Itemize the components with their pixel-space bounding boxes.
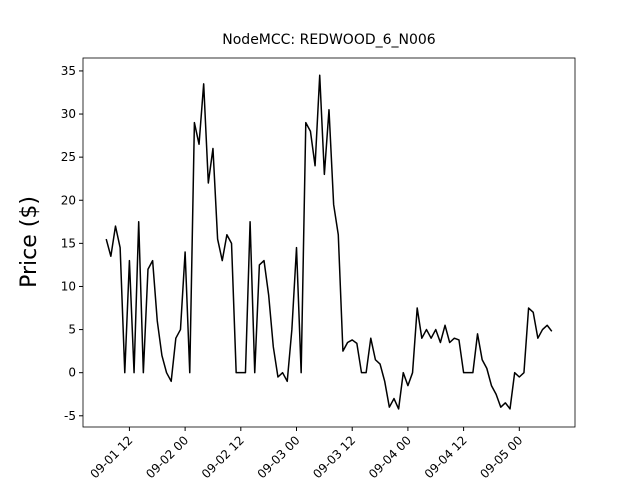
x-tick-label: 09-04 12 bbox=[422, 433, 470, 480]
x-tick-label: 09-04 00 bbox=[366, 433, 414, 480]
plot-frame bbox=[82, 57, 576, 428]
x-tick-label: 09-01 12 bbox=[87, 433, 135, 480]
x-tick-label: 09-02 00 bbox=[143, 433, 191, 480]
y-tick-label: 10 bbox=[61, 279, 76, 293]
y-tick-label: 35 bbox=[61, 64, 76, 78]
x-tick-label: 09-02 12 bbox=[199, 433, 247, 480]
y-axis-label: Price ($) bbox=[17, 196, 42, 288]
y-tick-label: 20 bbox=[61, 193, 76, 207]
y-tick-label: 30 bbox=[61, 107, 76, 121]
x-tick-label: 09-03 00 bbox=[255, 433, 303, 480]
y-tick-label: 25 bbox=[61, 150, 76, 164]
chart-title: NodeMCC: REDWOOD_6_N006 bbox=[222, 32, 436, 48]
y-tick-label: 15 bbox=[61, 236, 76, 250]
x-tick-label: 09-05 00 bbox=[477, 433, 525, 480]
y-tick-label: 5 bbox=[68, 323, 76, 337]
y-tick-label: 0 bbox=[68, 366, 76, 380]
x-tick-label: 09-03 12 bbox=[310, 433, 358, 480]
y-tick-label: -5 bbox=[64, 409, 76, 423]
price-line bbox=[105, 74, 553, 410]
